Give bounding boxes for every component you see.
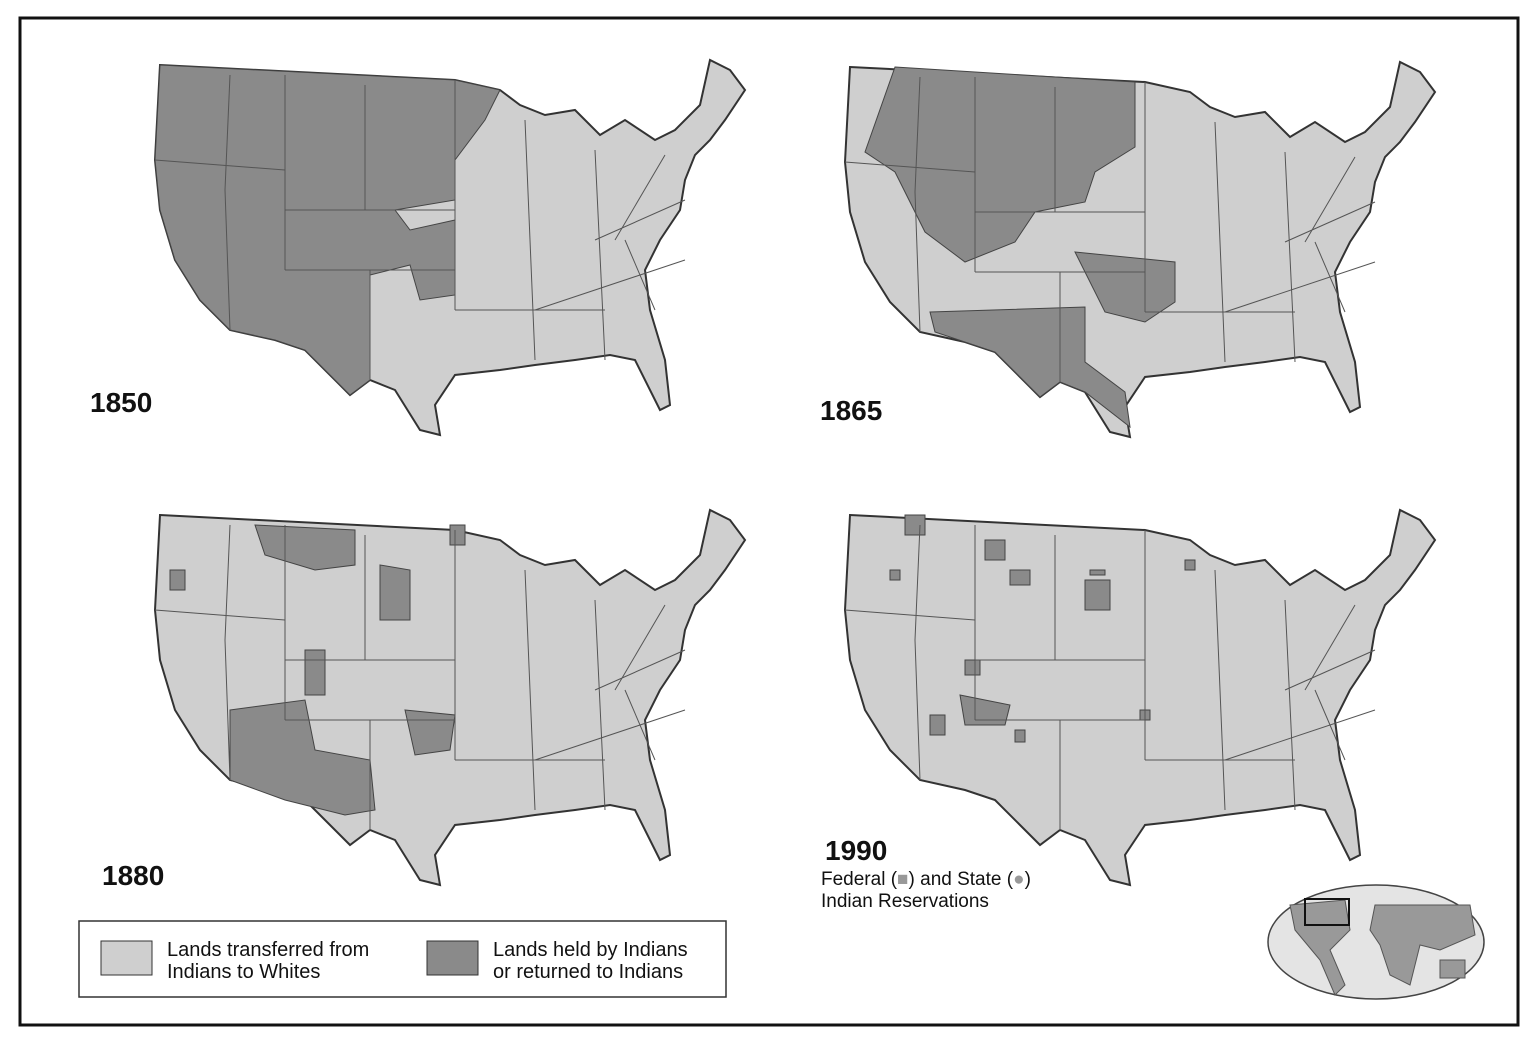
caption-part: ) and State ( [909, 869, 1014, 890]
map-1850 [154, 59, 746, 436]
year-label: 1850 [90, 387, 152, 418]
map-1990 [844, 509, 1436, 886]
federal-icon: ■ [897, 869, 908, 890]
caption-part: Federal ( [821, 869, 898, 890]
legend-label: Lands held by Indians [493, 939, 688, 961]
legend-box [78, 920, 727, 998]
legend-swatch [100, 940, 153, 976]
year-label: 1880 [102, 860, 164, 891]
legend-label: or returned to Indians [493, 961, 683, 983]
legend-swatch [426, 940, 479, 976]
caption: Indian Reservations [821, 891, 989, 912]
indian-lands [169, 524, 466, 816]
legend-label: Indians to Whites [167, 961, 320, 983]
year-label: 1865 [820, 395, 882, 426]
year-label: 1990 [825, 835, 887, 866]
world-inset [1267, 884, 1485, 1000]
map-1865 [844, 61, 1436, 438]
state-icon: ● [1013, 869, 1024, 890]
reservations [889, 514, 1196, 743]
inset-box [1304, 898, 1350, 926]
continents [1289, 899, 1476, 996]
legend-label: Lands transferred from [167, 939, 369, 961]
map-1880 [154, 509, 746, 886]
caption-part: ) [1025, 869, 1031, 890]
caption: Federal (■) and State (●) [821, 869, 1031, 890]
